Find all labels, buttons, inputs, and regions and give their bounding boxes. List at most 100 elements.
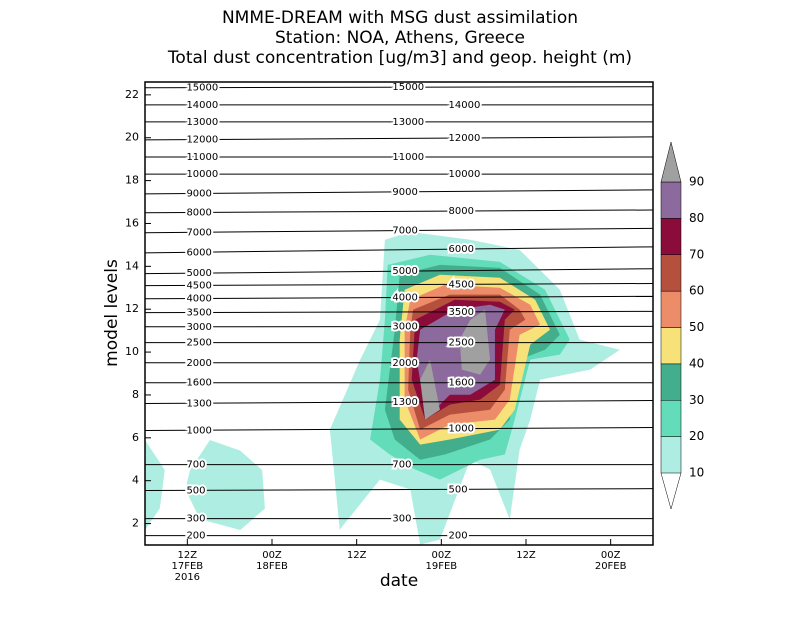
height-label: 2500 xyxy=(449,338,474,349)
x-axis-label: date xyxy=(380,571,418,591)
dust-contour xyxy=(420,359,440,420)
height-contour xyxy=(144,246,654,254)
y-tick-label: 8 xyxy=(132,388,139,401)
height-contour xyxy=(144,136,654,141)
height-label: 7000 xyxy=(186,227,211,238)
height-label: 13000 xyxy=(392,117,424,128)
height-label: 200 xyxy=(449,531,468,542)
title-line: Total dust concentration [ug/m3] and geo… xyxy=(167,48,632,68)
y-tick-label: 2 xyxy=(132,517,139,530)
x-tick-label: 12Z xyxy=(516,550,536,561)
height-label: 3500 xyxy=(449,307,474,318)
height-contour xyxy=(144,268,654,275)
x-tick-label: 00Z xyxy=(432,550,452,561)
height-label: 700 xyxy=(186,460,205,471)
height-label: 8000 xyxy=(449,206,474,217)
height-label: 11000 xyxy=(392,152,424,163)
y-tick-label: 10 xyxy=(125,345,139,358)
y-tick-label: 18 xyxy=(125,174,139,187)
height-label: 12000 xyxy=(186,135,218,146)
height-label: 1600 xyxy=(449,378,474,389)
height-label: 700 xyxy=(392,460,411,471)
height-label: 1300 xyxy=(186,398,211,409)
y-tick-label: 12 xyxy=(125,302,139,315)
height-label: 2500 xyxy=(186,338,211,349)
y-tick-label: 22 xyxy=(125,88,139,101)
height-label: 15000 xyxy=(392,82,424,93)
height-contour xyxy=(144,86,654,89)
height-label: 8000 xyxy=(186,208,211,219)
height-contour xyxy=(144,295,654,300)
y-tick-label: 4 xyxy=(132,474,139,487)
dust-contour xyxy=(185,439,265,530)
colorbar-label: 30 xyxy=(689,393,704,407)
title-line: NMME-DREAM with MSG dust assimilation xyxy=(222,8,578,28)
height-label: 14000 xyxy=(186,100,218,111)
height-label: 1000 xyxy=(186,425,211,436)
colorbar-swatch xyxy=(660,290,682,328)
y-tick-label: 6 xyxy=(132,431,139,444)
colorbar-swatch xyxy=(660,254,682,292)
y-tick-label: 16 xyxy=(125,216,139,229)
x-tick-label: 18FEB xyxy=(256,561,288,572)
height-label: 6000 xyxy=(449,244,474,255)
x-tick-label: 12Z xyxy=(178,550,198,561)
height-label: 6000 xyxy=(186,247,211,258)
height-label: 1600 xyxy=(186,378,211,389)
height-label: 4500 xyxy=(186,280,211,291)
colorbar-swatch xyxy=(660,181,682,219)
x-tick-label: 19FEB xyxy=(426,561,458,572)
height-label: 10000 xyxy=(186,169,218,180)
dust-contour xyxy=(459,309,491,375)
height-label: 2000 xyxy=(186,358,211,369)
height-label: 3000 xyxy=(392,322,417,333)
height-label: 12000 xyxy=(449,133,481,144)
colorbar-swatch xyxy=(660,141,682,183)
colorbar-swatch xyxy=(660,218,682,255)
height-label: 1300 xyxy=(392,397,417,408)
colorbar-swatch xyxy=(660,400,682,437)
height-label: 3500 xyxy=(186,308,211,319)
height-label: 3000 xyxy=(186,322,211,333)
height-label: 200 xyxy=(186,531,205,542)
colorbar-bottom xyxy=(660,472,682,510)
height-label: 4000 xyxy=(186,294,211,305)
height-label: 14000 xyxy=(449,100,481,111)
height-label: 5000 xyxy=(186,268,211,279)
height-contour xyxy=(144,400,654,405)
height-contour xyxy=(144,189,654,195)
height-contour xyxy=(144,282,654,287)
height-label: 1000 xyxy=(449,424,474,435)
x-tick-label: 00Z xyxy=(262,550,282,561)
colorbar-label: 50 xyxy=(689,320,704,334)
x-tick-label: 2016 xyxy=(175,572,200,583)
x-tick-label: 12Z xyxy=(347,550,367,561)
colorbar-label: 60 xyxy=(689,284,704,298)
height-label: 15000 xyxy=(186,83,218,94)
height-label: 300 xyxy=(392,514,411,525)
height-contour xyxy=(144,227,654,234)
height-contour xyxy=(144,310,654,314)
height-contour xyxy=(144,427,654,432)
height-contour xyxy=(144,488,654,492)
colorbar-swatch xyxy=(660,436,682,474)
height-contour xyxy=(144,209,654,214)
y-axis-label: model levels xyxy=(102,259,122,367)
y-tick-label: 20 xyxy=(125,131,139,144)
height-label: 9000 xyxy=(392,187,417,198)
colorbar-label: 90 xyxy=(689,175,704,189)
height-label: 7000 xyxy=(392,225,417,236)
colorbar-swatch xyxy=(660,327,682,365)
plot-frame xyxy=(144,81,654,546)
y-tick-label: 14 xyxy=(125,259,139,272)
colorbar-label: 70 xyxy=(689,247,704,261)
height-label: 10000 xyxy=(449,169,481,180)
height-label: 9000 xyxy=(186,189,211,200)
colorbar-label: 10 xyxy=(689,466,704,480)
height-label: 300 xyxy=(186,514,205,525)
height-label: 500 xyxy=(186,485,205,496)
colorbar-swatch xyxy=(660,363,682,401)
dust-contour xyxy=(145,439,165,530)
x-tick-label: 20FEB xyxy=(595,561,627,572)
